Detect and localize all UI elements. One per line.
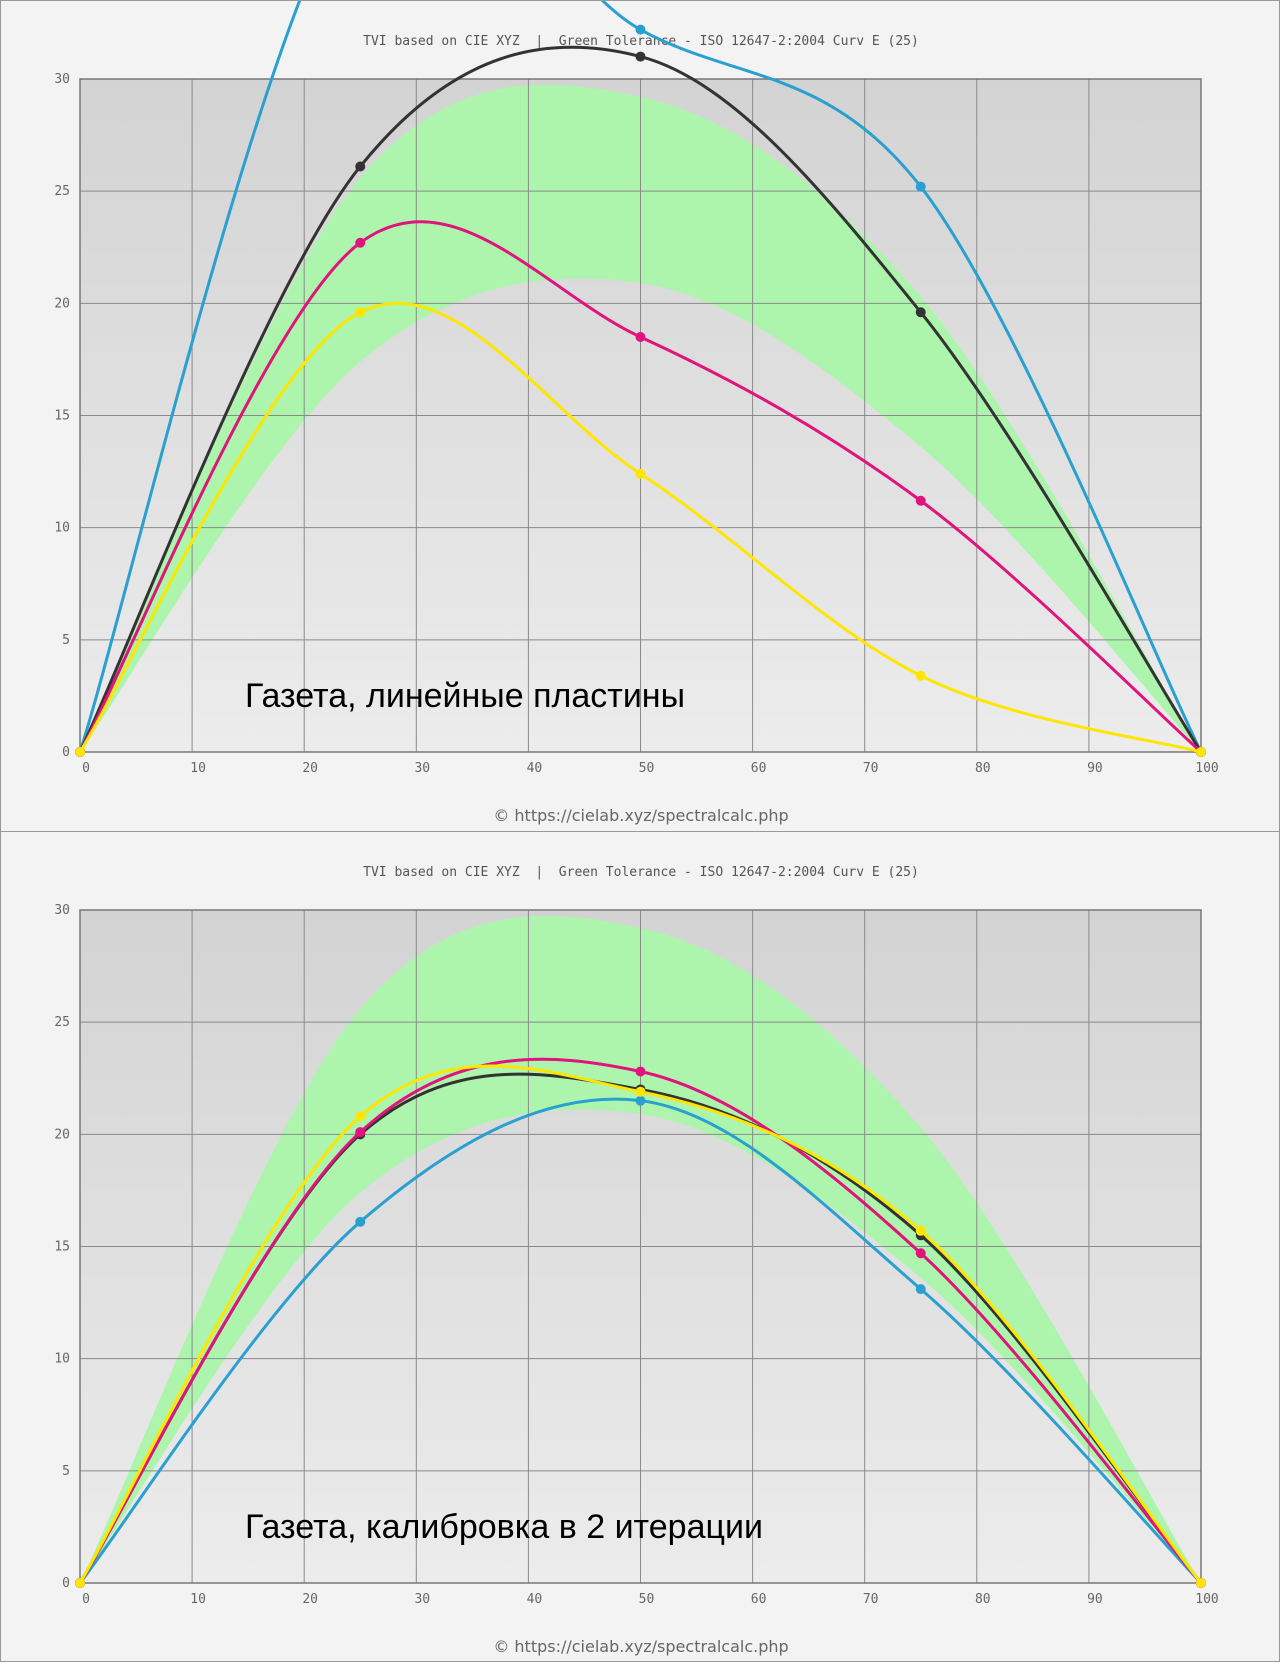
y-tick-label: 20 <box>54 296 70 311</box>
x-tick-label: 10 <box>190 1592 206 1607</box>
point <box>75 1578 85 1588</box>
chart: TVI based on CIE XYZ | Green Tolerance -… <box>1 1 1279 832</box>
chart-title: TVI based on CIE XYZ | Green Tolerance -… <box>363 865 919 880</box>
x-tick-label: 100 <box>1195 1592 1218 1607</box>
point <box>355 1216 366 1227</box>
y-tick-label: 5 <box>62 633 70 648</box>
line <box>78 1 1203 753</box>
point <box>635 1095 646 1106</box>
point <box>915 670 926 681</box>
line <box>78 220 1203 754</box>
x-tick-label: 40 <box>527 1592 543 1607</box>
annotation: Газета, калибровка в 2 итерации <box>245 1508 763 1546</box>
line <box>78 302 1202 754</box>
y-tick-label: 20 <box>54 1127 70 1142</box>
point <box>915 307 926 318</box>
point <box>635 51 646 62</box>
y-tick-label: 30 <box>54 903 70 918</box>
point <box>635 468 646 479</box>
x-tick-label: 90 <box>1087 1592 1103 1607</box>
point <box>355 237 366 248</box>
point <box>355 161 366 172</box>
tolerance-band <box>80 915 1201 1583</box>
x-tick-label: 60 <box>751 1592 767 1607</box>
x-tick-label: 50 <box>639 1592 655 1607</box>
x-tick-label: 0 <box>82 761 90 776</box>
point <box>1196 1578 1206 1588</box>
point <box>915 495 926 506</box>
point <box>635 331 646 342</box>
x-tick-label: 0 <box>82 1592 90 1607</box>
point <box>635 24 646 35</box>
source: © https://cielab.xyz/spectralcalc.php <box>493 1637 788 1656</box>
y-tick-label: 15 <box>54 1240 70 1255</box>
point <box>915 1248 926 1259</box>
y-tick-label: 10 <box>54 1352 70 1367</box>
y-tick-label: 5 <box>62 1464 70 1479</box>
x-tick-label: 80 <box>975 761 991 776</box>
x-tick-label: 10 <box>190 761 206 776</box>
tolerance-band <box>80 84 1201 752</box>
point <box>915 181 926 192</box>
y-tick-label: 25 <box>54 1015 70 1030</box>
point <box>355 307 366 318</box>
y-tick-label: 10 <box>54 521 70 536</box>
chart-title: TVI based on CIE XYZ | Green Tolerance -… <box>363 34 919 49</box>
x-tick-label: 70 <box>863 1592 879 1607</box>
x-tick-label: 20 <box>302 1592 318 1607</box>
y-tick-label: 25 <box>54 184 70 199</box>
x-tick-label: 80 <box>975 1592 991 1607</box>
x-tick-label: 30 <box>414 761 430 776</box>
annotation: Газета, линейные пластины <box>245 677 685 715</box>
point <box>635 1086 646 1097</box>
point <box>355 1127 366 1138</box>
point <box>75 747 85 757</box>
x-tick-label: 100 <box>1195 761 1218 776</box>
y-tick-label: 30 <box>54 72 70 87</box>
plot-border <box>79 78 1202 753</box>
y-tick-label: 0 <box>62 745 70 760</box>
x-tick-label: 90 <box>1087 761 1103 776</box>
x-tick-label: 30 <box>414 1592 430 1607</box>
point <box>915 1284 926 1295</box>
x-tick-label: 20 <box>302 761 318 776</box>
source: © https://cielab.xyz/spectralcalc.php <box>493 806 788 825</box>
point <box>1196 747 1206 757</box>
y-tick-label: 0 <box>62 1576 70 1591</box>
point <box>355 1111 366 1122</box>
x-tick-label: 40 <box>527 761 543 776</box>
plot-border <box>79 909 1202 1584</box>
x-tick-label: 60 <box>751 761 767 776</box>
chart: TVI based on CIE XYZ | Green Tolerance -… <box>54 865 1218 1656</box>
point <box>635 1066 646 1077</box>
x-tick-label: 50 <box>639 761 655 776</box>
x-tick-label: 70 <box>863 761 879 776</box>
y-tick-label: 15 <box>54 409 70 424</box>
point <box>915 1225 926 1236</box>
